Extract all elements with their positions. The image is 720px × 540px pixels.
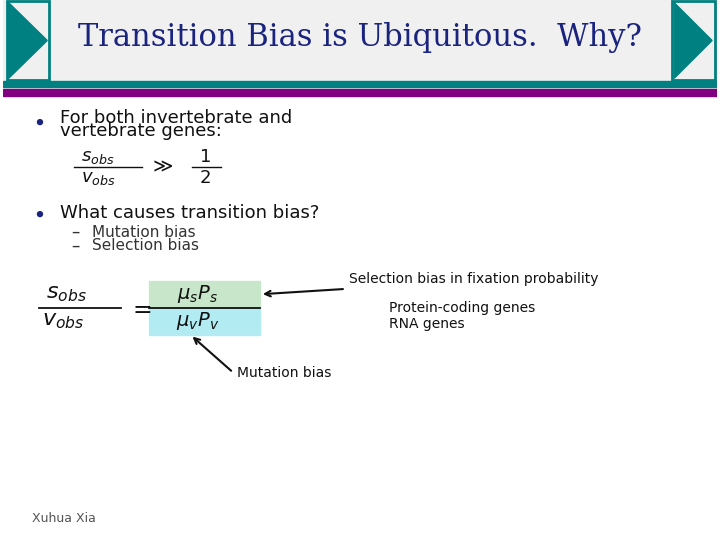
Text: Xuhua Xia: Xuhua Xia <box>32 512 95 525</box>
Text: $\gg$: $\gg$ <box>149 158 174 177</box>
Text: $v_{obs}$: $v_{obs}$ <box>81 169 116 187</box>
Bar <box>3 89 717 96</box>
Text: $s_{obs}$: $s_{obs}$ <box>46 284 86 305</box>
Text: RNA genes: RNA genes <box>389 317 464 331</box>
Bar <box>672 1 715 80</box>
Text: $=$: $=$ <box>128 296 152 320</box>
Text: –: – <box>71 223 79 241</box>
Text: Selection bias: Selection bias <box>92 238 199 253</box>
Bar <box>6 1 50 80</box>
Text: $1$: $1$ <box>199 147 211 166</box>
Bar <box>3 81 717 87</box>
Polygon shape <box>9 3 48 78</box>
FancyBboxPatch shape <box>3 0 717 86</box>
Text: $\bullet$: $\bullet$ <box>32 111 44 132</box>
Text: For both invertebrate and: For both invertebrate and <box>60 109 292 127</box>
Text: $s_{obs}$: $s_{obs}$ <box>81 147 115 166</box>
Text: $\bullet$: $\bullet$ <box>32 203 44 224</box>
Text: $v_{obs}$: $v_{obs}$ <box>42 311 84 332</box>
Text: $\mu_s P_s$: $\mu_s P_s$ <box>177 284 218 305</box>
Text: Transition Bias is Ubiquitous.  Why?: Transition Bias is Ubiquitous. Why? <box>78 22 642 53</box>
Polygon shape <box>674 3 712 78</box>
Text: vertebrate genes:: vertebrate genes: <box>60 122 222 140</box>
Text: Mutation bias: Mutation bias <box>92 225 196 240</box>
Text: Mutation bias: Mutation bias <box>237 366 331 380</box>
Text: –: – <box>71 237 79 255</box>
Text: Selection bias in fixation probability: Selection bias in fixation probability <box>349 272 599 286</box>
Text: What causes transition bias?: What causes transition bias? <box>60 204 320 222</box>
Bar <box>149 281 260 308</box>
Bar <box>149 308 260 335</box>
Text: $\mu_v P_v$: $\mu_v P_v$ <box>176 310 219 332</box>
Text: $2$: $2$ <box>199 169 211 187</box>
Text: Protein-coding genes: Protein-coding genes <box>389 301 535 315</box>
